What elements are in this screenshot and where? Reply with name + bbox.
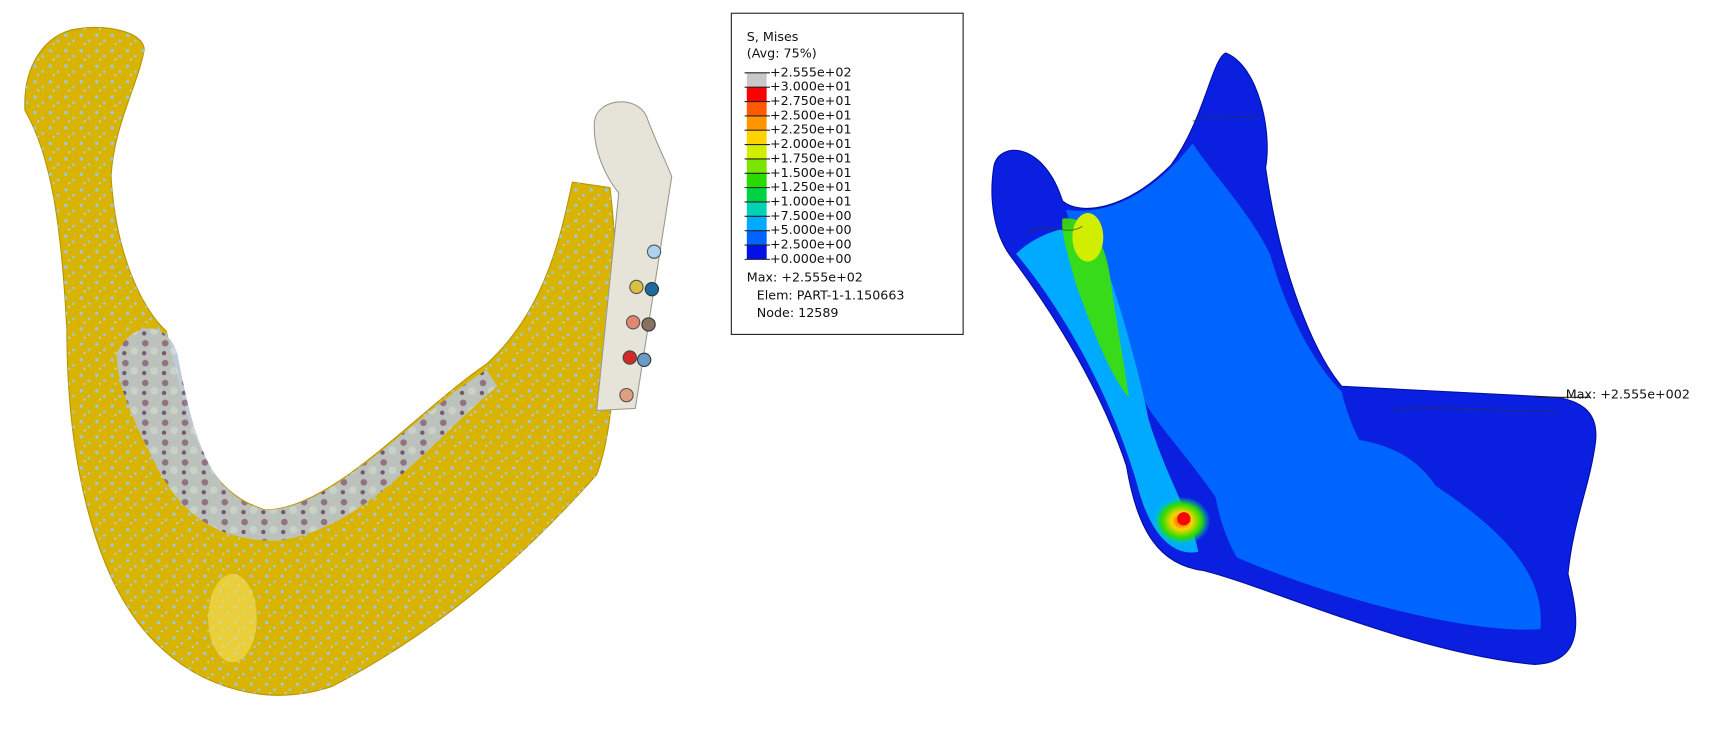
stress-contour [991,52,1597,665]
legend-info: Elem: PART-1-1.150663 [757,287,905,302]
legend-label: +2.000e+01 [770,136,852,151]
mandible-speckle [24,27,617,696]
screw [629,279,644,295]
chin-highlight [208,573,257,663]
legend-label: +2.750e+01 [770,93,852,108]
legend-label: +2.250e+01 [770,122,852,137]
legend-label: +2.500e+00 [770,237,852,252]
screw [622,350,637,365]
screw [641,317,656,332]
screw [646,244,662,259]
legend-swatch [746,144,767,159]
contour-light [1016,227,1199,553]
teeth-surface [116,328,498,541]
legend-label: +1.750e+01 [770,150,852,165]
contour-mid-lower [1212,430,1541,630]
legend-swatch [746,173,767,188]
legend-swatch [746,87,767,102]
legend-info: Max: +2.555e+02 [747,270,863,285]
legend-subtitle: (Avg: 75%) [747,46,817,61]
max-annotation: Max: +2.555e+002 [1566,387,1690,402]
legend-swatch [746,216,767,231]
legend-swatch [746,130,767,145]
contour-hotspot-core [1177,512,1191,526]
legend-swatch [746,101,767,116]
fixation-plate [593,101,673,412]
legend-title: S, Mises [747,29,799,44]
legend-label: +2.500e+01 [770,107,852,122]
legend-swatch [746,72,767,88]
legend-swatch [746,115,767,131]
legend-label: +2.555e+02 [770,64,852,79]
screw [619,387,634,403]
legend-info: Node: 12589 [757,305,839,320]
legend-label: +7.500e+00 [770,208,852,223]
screw [625,315,641,330]
legend-label: +1.500e+01 [770,165,852,180]
legend-swatch [746,245,767,260]
legend-swatch [746,230,767,246]
screw [636,352,652,367]
legend-swatch [746,187,767,202]
legend-label: +1.250e+01 [770,179,852,194]
legend-label: +0.000e+00 [770,251,852,266]
screws [619,244,662,403]
legend-swatch [746,158,767,174]
screw [644,281,660,297]
legend-label: +3.000e+01 [770,79,852,94]
legend-label: +5.000e+00 [770,222,852,237]
legend-swatch [746,201,767,217]
contour-green [1062,218,1129,398]
legend-label: +1.000e+01 [770,193,852,208]
legend-scale: +2.555e+02+3.000e+01+2.750e+01+2.500e+01… [744,64,852,266]
mandible-model [24,27,673,696]
contour-yellow [1072,213,1104,262]
mesh-edge [1026,114,1557,412]
